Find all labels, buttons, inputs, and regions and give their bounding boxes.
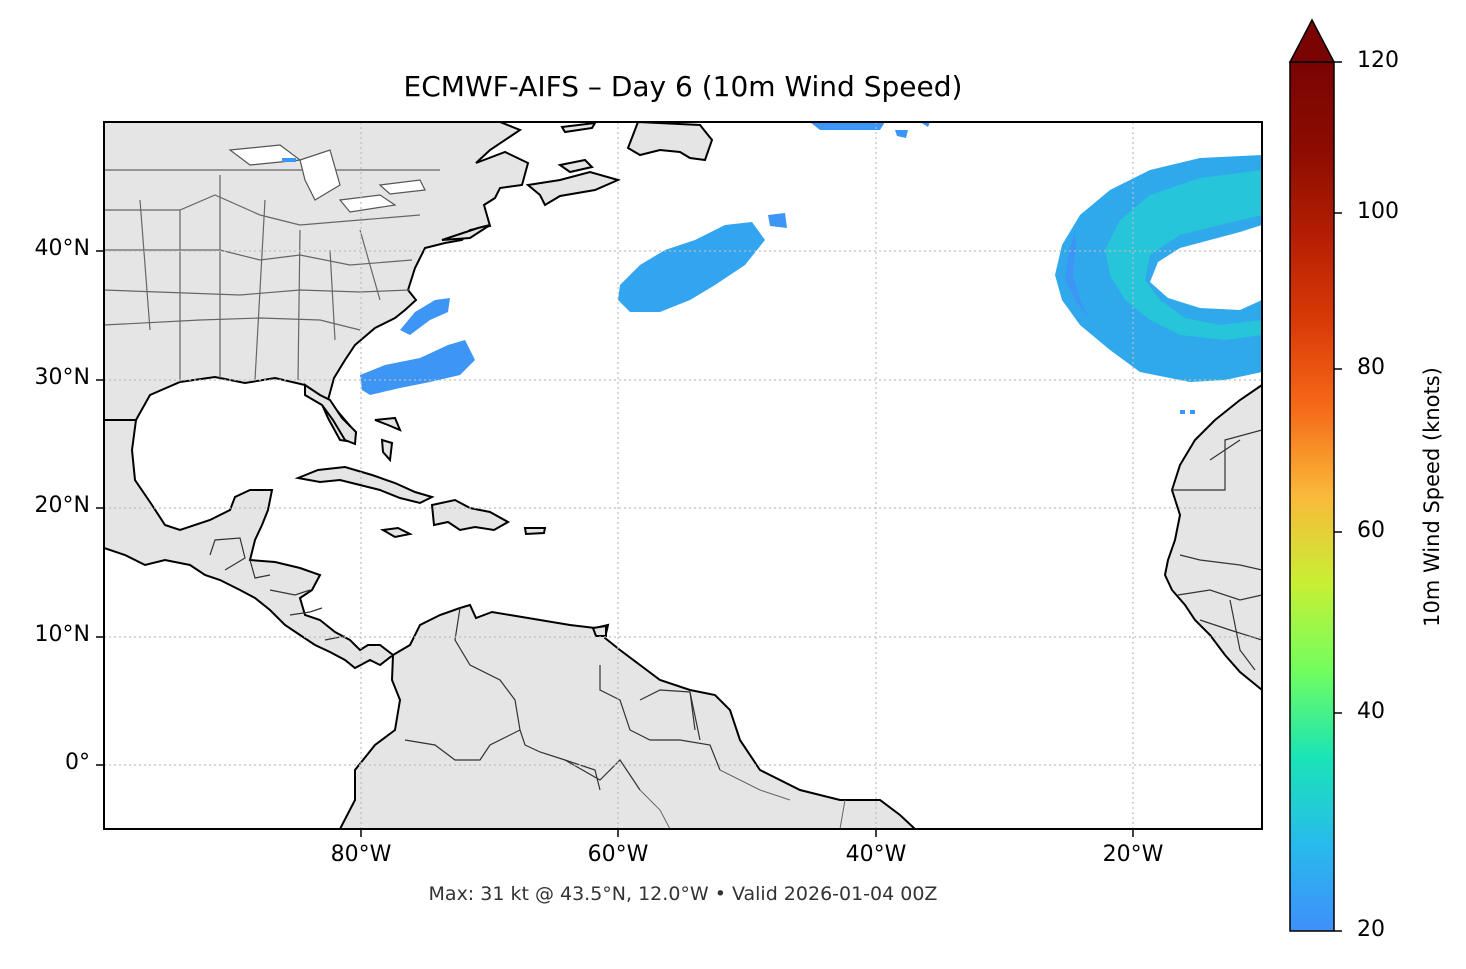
map-frame — [103, 121, 1263, 830]
land-africa — [1163, 383, 1262, 692]
colorbar-ticks — [1334, 61, 1342, 932]
colorbar-tick-label-100: 100 — [1357, 199, 1399, 224]
land-nova-scotia — [525, 170, 621, 207]
land-cuba — [294, 465, 435, 505]
africa-borders — [1172, 429, 1262, 671]
wind-patch-mid-atlantic — [618, 222, 765, 312]
colorbar-label: 10m Wind Speed (knots) — [1420, 367, 1444, 627]
state-borders — [104, 169, 440, 382]
lat-tick-label-10: 10°N — [34, 622, 90, 647]
land-puerto-rico — [523, 527, 547, 536]
land-anticosti — [560, 122, 597, 134]
land-south-america — [338, 603, 917, 829]
lat-tick-label-0: 0° — [65, 750, 90, 775]
colorbar-extend-arrow — [1288, 18, 1336, 63]
land-jamaica — [379, 526, 414, 539]
lon-tick-label-80: 80°W — [330, 842, 392, 867]
land-bahamas — [374, 416, 402, 463]
great-lakes — [228, 144, 426, 213]
colorbar-tick-label-40: 40 — [1357, 699, 1385, 724]
map-axis-ticks — [96, 250, 1134, 837]
lon-tick-label-60: 60°W — [587, 842, 649, 867]
central-america-borders — [209, 537, 346, 641]
lat-tick-label-30: 30°N — [34, 365, 90, 390]
colorbar-tick-label-80: 80 — [1357, 355, 1385, 380]
land-pei — [557, 158, 594, 174]
land-florida — [304, 383, 358, 446]
footer-info: Max: 31 kt @ 43.5°N, 12.0°W • Valid 2026… — [428, 883, 938, 905]
lat-tick-label-20: 20°N — [34, 493, 90, 518]
graticule — [104, 122, 1262, 829]
wind-patch-north-edge — [810, 122, 885, 130]
wind-field — [282, 122, 1262, 414]
colorbar-tick-label-60: 60 — [1357, 518, 1385, 543]
colorbar-tick-label-20: 20 — [1357, 917, 1385, 942]
wind-patch-off-carolina — [400, 298, 450, 335]
lat-tick-label-40: 40°N — [34, 236, 90, 261]
map-title: ECMWF-AIFS – Day 6 (10m Wind Speed) — [403, 70, 963, 103]
lon-tick-label-40: 40°W — [845, 842, 907, 867]
land-long-island — [441, 224, 491, 241]
south-america-borders — [404, 607, 721, 791]
wind-patch-off-georgia — [360, 340, 475, 395]
land-newfoundland — [626, 122, 714, 162]
colorbar-gradient — [1289, 61, 1335, 932]
land-trinidad — [591, 624, 607, 637]
lon-tick-label-20: 20°W — [1102, 842, 1164, 867]
colorbar-tick-label-120: 120 — [1357, 48, 1399, 73]
